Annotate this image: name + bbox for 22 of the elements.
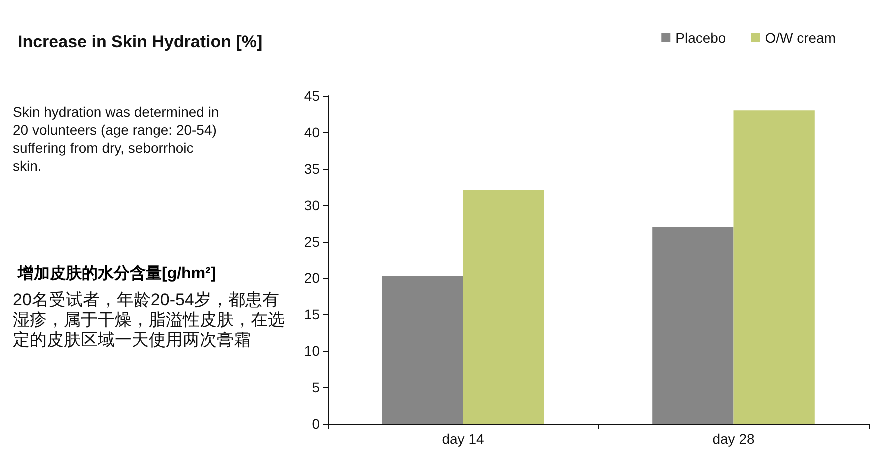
bar bbox=[463, 190, 544, 424]
y-tick-label: 30 bbox=[304, 197, 320, 214]
y-tick-label: 0 bbox=[312, 416, 320, 432]
y-tick-label: 40 bbox=[304, 124, 320, 140]
bar bbox=[734, 110, 815, 424]
y-tick-label: 25 bbox=[304, 234, 320, 250]
text: 20名受试者，年龄20-54岁，都患有湿疹，属于干燥，脂溢性皮肤，在选定的皮肤区域一天使用两次膏霜 bbox=[13, 290, 285, 350]
x-tick-label: day 14 bbox=[442, 431, 484, 447]
y-tick-label: 10 bbox=[304, 343, 320, 360]
legend-label: Placebo bbox=[676, 30, 726, 46]
text: 增加皮肤的水分含量[g/hm²] bbox=[17, 264, 216, 282]
text: Increase in Skin Hydration [%] bbox=[18, 32, 263, 52]
bar bbox=[652, 227, 734, 424]
text: Skin hydration was determined in 20 volunteers (age range: 20-54) suffering from dry, seborrhoic skin. bbox=[13, 104, 224, 174]
bar bbox=[382, 276, 464, 424]
y-tick-label: 15 bbox=[304, 306, 320, 323]
legend-label: O/W cream bbox=[765, 30, 836, 46]
y-tick-label: 5 bbox=[312, 380, 320, 396]
y-tick-label: 35 bbox=[304, 160, 320, 177]
y-tick-label: 45 bbox=[304, 88, 320, 104]
y-tick-label: 20 bbox=[304, 270, 320, 286]
x-tick-label: day 28 bbox=[712, 431, 755, 447]
